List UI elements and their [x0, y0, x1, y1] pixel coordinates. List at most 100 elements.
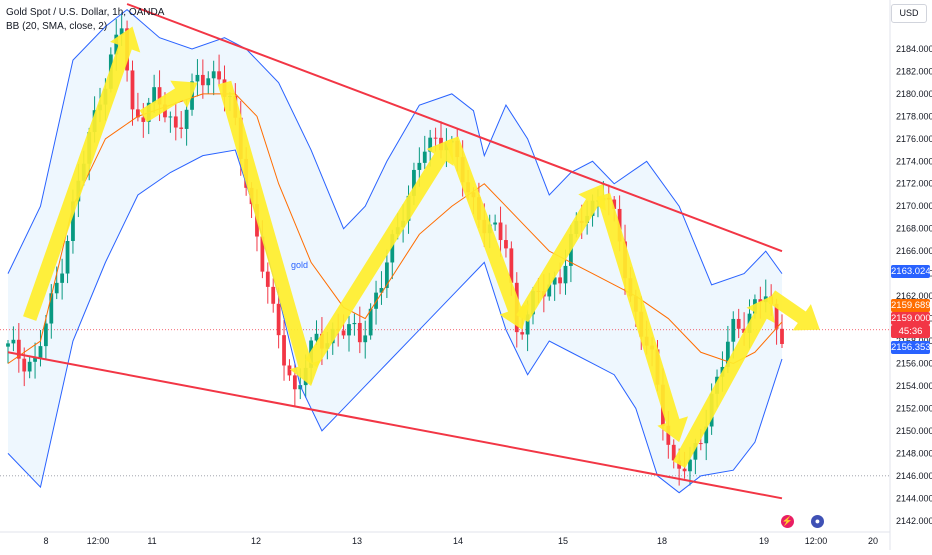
- lightning-icon[interactable]: ⚡: [781, 515, 794, 528]
- candle-body: [119, 28, 124, 35]
- x-tick-label: 12:00: [805, 536, 828, 546]
- candle-body: [368, 308, 373, 336]
- x-tick-label: 13: [352, 536, 362, 546]
- candle-body: [173, 116, 178, 128]
- y-tick-label: 2184.000: [896, 44, 932, 54]
- trend-arrow: [445, 136, 530, 330]
- x-tick-label: 14: [453, 536, 463, 546]
- basis-tag: 2159.689: [891, 299, 931, 312]
- candle-body: [525, 314, 530, 335]
- x-tick-label: 11: [147, 536, 156, 546]
- candle-body: [774, 303, 779, 329]
- candle-body: [704, 426, 709, 444]
- candle-body: [152, 87, 157, 103]
- candle-body: [493, 222, 498, 225]
- candle-body: [520, 332, 525, 335]
- trend-arrow: [305, 138, 454, 368]
- candle-body: [130, 70, 135, 110]
- candle-body: [374, 292, 378, 309]
- candle-body: [379, 287, 384, 293]
- candle-body: [504, 240, 508, 249]
- candle-body: [6, 343, 10, 347]
- candle-body: [671, 444, 676, 461]
- candle-body: [347, 324, 351, 336]
- candle-body: [195, 74, 200, 82]
- trend-arrow: [217, 80, 321, 386]
- candle-body: [428, 137, 433, 152]
- y-tick-label: 2150.000: [896, 426, 932, 436]
- indicator-label[interactable]: BB (20, SMA, close, 2): [6, 21, 108, 32]
- candle-body: [292, 375, 297, 390]
- candle-body: [54, 282, 59, 294]
- candle-body: [498, 222, 503, 241]
- candle-body: [422, 151, 427, 163]
- candle-body: [184, 109, 189, 129]
- candle-body: [136, 109, 140, 118]
- us-flag-icon[interactable]: ●: [811, 515, 824, 528]
- candle-body: [265, 271, 270, 287]
- candle-body: [384, 262, 389, 288]
- x-tick-label: 12:00: [87, 536, 110, 546]
- candle-body: [341, 330, 346, 336]
- y-tick-label: 2148.000: [896, 448, 932, 458]
- y-tick-label: 2154.000: [896, 381, 932, 391]
- y-tick-label: 2156.000: [896, 358, 932, 368]
- candle-body: [179, 127, 184, 129]
- chart-legend: Gold Spot / U.S. Dollar, 1h, OANDA BB (2…: [6, 6, 164, 34]
- x-tick-label: 19: [759, 536, 769, 546]
- trend-arrow: [596, 192, 688, 443]
- candle-body: [758, 299, 763, 303]
- y-tick-label: 2168.000: [896, 224, 932, 234]
- x-tick-label: 18: [657, 536, 667, 546]
- y-tick-label: 2162.000: [896, 291, 932, 301]
- candle-body: [22, 358, 27, 372]
- chart-label: gold: [291, 260, 308, 270]
- currency-button[interactable]: USD: [891, 4, 927, 23]
- candle-body: [314, 333, 319, 341]
- candle-body: [612, 199, 617, 209]
- candle-body: [276, 303, 281, 336]
- candle-body: [114, 34, 119, 55]
- last-price-tag: 2159.000: [891, 312, 931, 325]
- y-tick-label: 2152.000: [896, 403, 932, 413]
- candle-body: [780, 328, 784, 344]
- candle-body: [725, 341, 730, 367]
- candle-body: [38, 346, 43, 358]
- y-tick-label: 2174.000: [896, 156, 932, 166]
- lower-band-tag: 2156.353: [891, 341, 931, 354]
- bb-band-fill: [8, 9, 782, 493]
- x-tick-label: 8: [43, 536, 48, 546]
- y-tick-label: 2142.000: [896, 516, 932, 526]
- y-tick-label: 2166.000: [896, 246, 932, 256]
- candle-body: [417, 162, 422, 170]
- candle-body: [157, 87, 162, 105]
- upper-trendline: [126, 3, 783, 253]
- x-tick-label: 12: [251, 536, 261, 546]
- symbol-title[interactable]: Gold Spot / U.S. Dollar, 1h, OANDA: [6, 7, 165, 18]
- candle-body: [200, 74, 205, 86]
- x-tick-label: 20: [868, 536, 878, 546]
- candle-body: [736, 318, 741, 329]
- candle-body: [16, 339, 21, 359]
- candle-body: [168, 116, 173, 118]
- bb-upper-line: [7, 8, 783, 286]
- candle-body: [27, 361, 32, 372]
- candle-body: [33, 357, 37, 362]
- y-tick-label: 2178.000: [896, 111, 932, 121]
- trend-arrow: [673, 296, 775, 468]
- candle-body: [71, 201, 75, 241]
- y-tick-label: 2170.000: [896, 201, 932, 211]
- candle-body: [282, 335, 286, 366]
- trend-arrow: [767, 290, 820, 331]
- countdown-tag: 45:36: [891, 325, 930, 338]
- candle-body: [287, 365, 292, 376]
- y-tick-label: 2144.000: [896, 493, 932, 503]
- candle-body: [563, 265, 568, 284]
- candle-body: [390, 234, 395, 263]
- candle-body: [357, 322, 362, 343]
- candle-body: [433, 137, 438, 139]
- candle-body: [682, 468, 687, 472]
- candle-body: [260, 236, 265, 272]
